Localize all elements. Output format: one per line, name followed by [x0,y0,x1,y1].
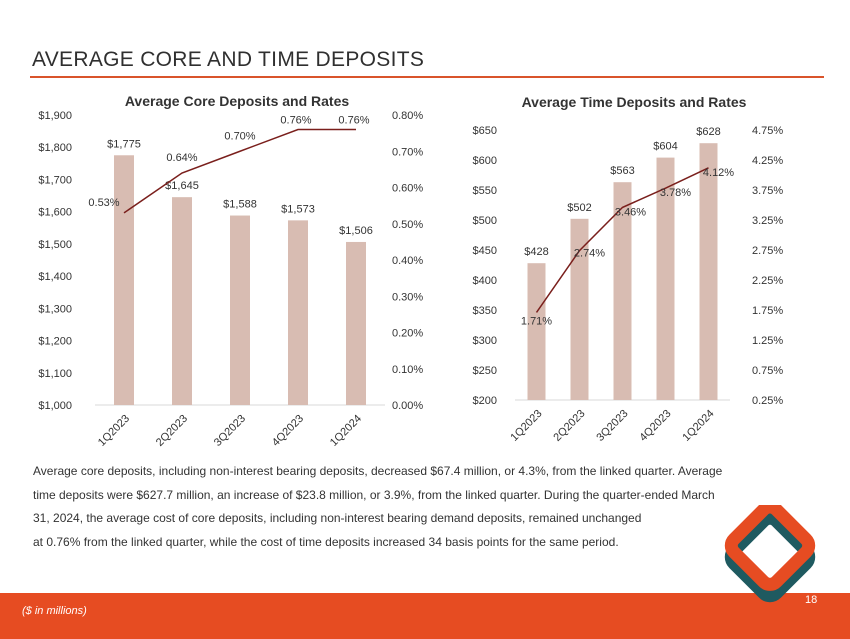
y2-tick-label: 3.75% [752,185,783,197]
y2-tick-label: 0.75% [752,365,783,377]
y2-tick-label: 0.00% [392,400,423,412]
bar-value-label: $604 [653,141,677,153]
y2-tick-label: 4.75% [752,125,783,137]
page-number: 18 [805,594,818,606]
y2-tick-label: 2.75% [752,245,783,257]
core-deposits-chart: Average Core Deposits and Rates $1,000 $1,… [38,93,423,449]
category-label: 3Q2023 [594,408,630,444]
y2-tick-label: 2.25% [752,275,783,287]
rate-value-label: 4.12% [703,167,734,179]
bar [699,143,718,400]
rate-line [123,128,356,214]
rate-value-label: 0.70% [224,130,255,142]
y-tick-label: $200 [473,395,497,407]
y2-tick-label: 1.75% [752,305,783,317]
y2-tick-label: 4.25% [752,155,783,167]
bar-value-label: $563 [610,165,634,177]
y-tick-label: $1,000 [38,400,72,412]
category-label: 4Q2023 [637,408,673,444]
y2-tick-label: 0.80% [392,110,423,122]
bar [570,218,589,400]
bar-value-label: $1,506 [339,225,373,237]
bar [527,263,546,400]
title-rule [30,76,824,78]
y-tick-label: $1,400 [38,271,72,283]
y-tick-label: $500 [473,215,497,227]
y-tick-label: $300 [473,335,497,347]
page-title: AVERAGE CORE AND TIME DEPOSITS [32,48,425,71]
bar-value-label: $628 [696,126,720,138]
category-label: 2Q2023 [551,408,587,444]
rate-value-label: 2.74% [574,248,605,260]
y-tick-label: $1,600 [38,207,72,219]
y-tick-label: $1,800 [38,142,72,154]
category-label: 1Q2023 [96,413,132,449]
rate-value-label: 0.76% [338,115,369,127]
y-tick-label: $550 [473,185,497,197]
bar-value-label: $1,588 [223,199,257,211]
y-tick-label: $250 [473,365,497,377]
footer-note: ($ in millions) [22,605,87,617]
y-tick-label: $1,500 [38,239,72,251]
y-tick-label: $1,700 [38,174,72,186]
bar [613,182,632,400]
summary-line: at 0.76% from the linked quarter, while … [33,534,619,549]
category-label: 3Q2023 [212,413,248,449]
bar-value-label: $502 [567,202,591,214]
category-label: 1Q2023 [508,408,544,444]
rate-value-label: 0.76% [280,115,311,127]
company-logo-icon [724,505,816,603]
category-label: 2Q2023 [154,413,190,449]
bar-value-label: $1,645 [165,180,199,192]
rate-value-label: 0.64% [166,152,197,164]
y2-tick-label: 0.25% [752,395,783,407]
y2-tick-label: 0.30% [392,291,423,303]
summary-line: 31, 2024, the average cost of core depos… [33,511,642,525]
summary-paragraph: Average core deposits, including non-int… [33,460,785,554]
bar-value-label: $1,573 [281,203,315,215]
bar-value-label: $1,775 [107,138,141,150]
y-tick-label: $600 [473,155,497,167]
y-tick-label: $1,200 [38,336,72,348]
summary-line: time deposits were $627.7 million, an in… [33,487,715,502]
rate-value-label: 1.71% [521,315,552,327]
bar [114,155,134,405]
chart-title: Average Time Deposits and Rates [522,94,747,110]
category-label: 4Q2023 [270,413,306,449]
rate-value-label: 0.53% [88,197,119,209]
y2-tick-label: 0.20% [392,328,423,340]
logo-orange-shape [724,505,816,591]
bar [346,241,366,405]
y2-tick-label: 1.25% [752,335,783,347]
bar-value-label: $428 [524,246,548,258]
y-tick-label: $650 [473,125,497,137]
time-deposits-chart: Average Time Deposits and Rates $200 $250 $… [473,94,784,444]
y2-tick-label: 0.10% [392,364,423,376]
chart-title: Average Core Deposits and Rates [125,93,350,109]
bar [656,157,675,400]
y2-tick-label: 0.70% [392,146,423,158]
logo-teal-shape [724,511,816,603]
y-tick-label: $450 [473,245,497,257]
y2-tick-label: 0.60% [392,183,423,195]
bar [230,215,250,405]
rate-line [535,167,709,313]
footer-bar [0,593,850,639]
y-tick-label: $1,100 [38,368,72,380]
category-label: 1Q2024 [328,413,364,449]
summary-line: Average core deposits, including non-int… [33,464,723,478]
y-tick-label: $350 [473,305,497,317]
rate-value-label: 3.78% [660,187,691,199]
y2-tick-label: 3.25% [752,215,783,227]
y-tick-label: $400 [473,275,497,287]
bar [172,197,192,405]
y-tick-label: $1,900 [38,110,72,122]
y2-tick-label: 0.50% [392,219,423,231]
bar [288,220,308,405]
category-label: 1Q2024 [680,408,716,444]
y-tick-label: $1,300 [38,303,72,315]
rate-value-label: 3.46% [615,206,646,218]
y2-tick-label: 0.40% [392,255,423,267]
